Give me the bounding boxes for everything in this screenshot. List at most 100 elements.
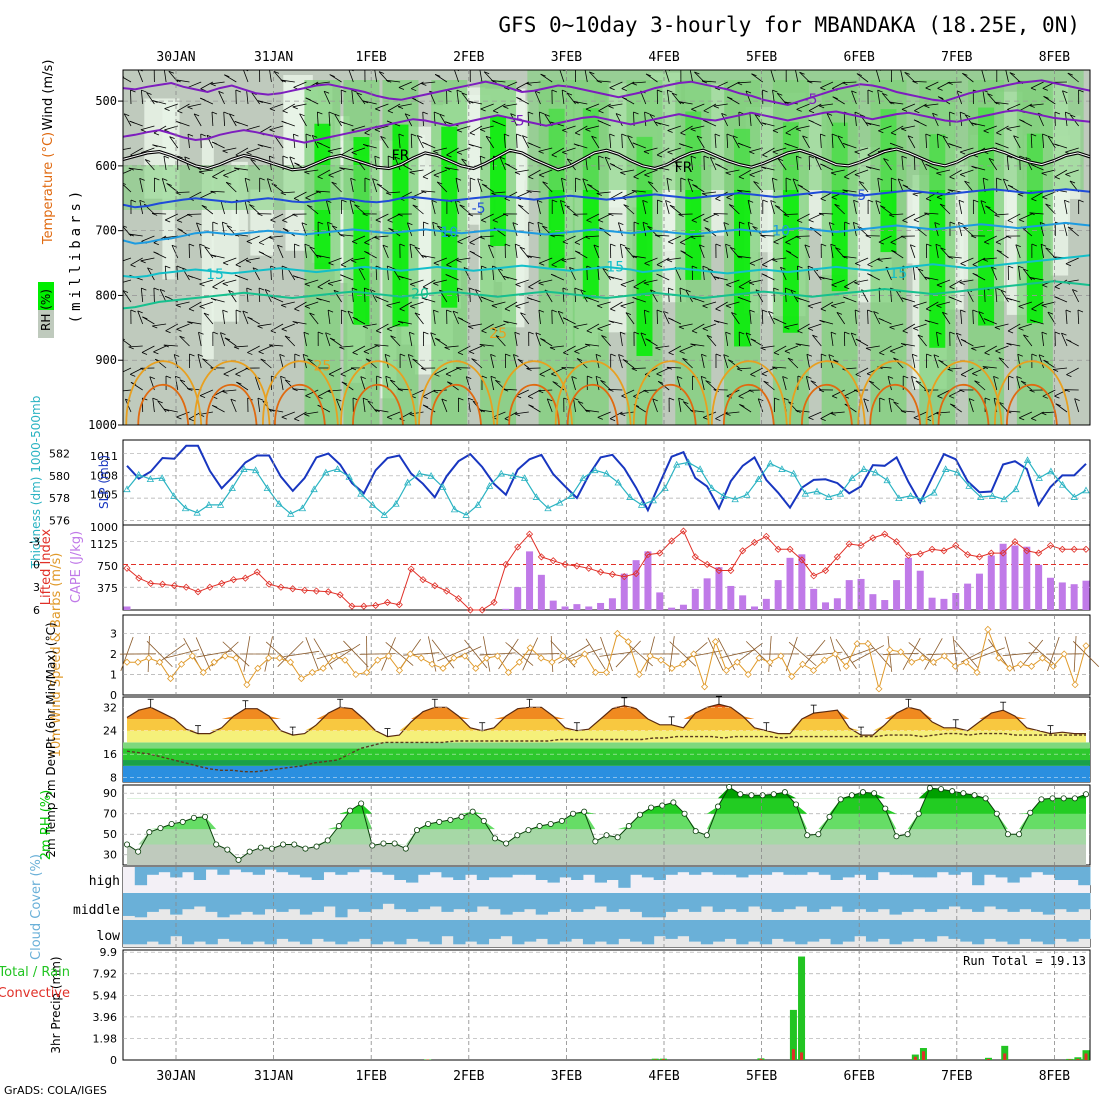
rh2m-point <box>838 797 843 802</box>
cloud-bar <box>878 893 890 909</box>
pressure-tick-label: 700 <box>95 224 117 238</box>
cloud-bar <box>359 867 371 870</box>
wind-tick-label: 0 <box>110 689 117 702</box>
cloud-bar <box>583 867 595 875</box>
rh2m-point <box>771 792 776 797</box>
cloud-bar <box>960 920 972 942</box>
cape-bar <box>124 606 131 610</box>
top-day-label: 6FEB <box>844 50 875 65</box>
cape-bar <box>751 606 758 610</box>
rh2m-point <box>515 833 520 838</box>
cloud-bar <box>925 920 937 942</box>
cloud-bar <box>512 920 524 944</box>
cloud-bar <box>453 893 465 909</box>
cape-bar <box>858 579 865 610</box>
cloud-bar <box>595 920 607 942</box>
cloud-bar <box>1043 920 1055 944</box>
cape-bar <box>988 555 995 610</box>
profile-legend-wind: Wind (m/s) <box>41 60 56 131</box>
cloud-bar <box>300 893 312 915</box>
cloud-bar <box>182 893 194 909</box>
cloud-bar <box>1055 920 1067 939</box>
cloud-bar <box>465 920 477 942</box>
rh2m-point <box>191 815 196 820</box>
cloud-bar <box>217 893 229 917</box>
cloud-bar <box>430 893 442 907</box>
cape-bar <box>1011 546 1018 610</box>
rh2m-point <box>202 814 207 819</box>
cloud-bar <box>418 867 430 875</box>
wind-barb-flag <box>117 392 122 394</box>
rh2m-point <box>704 833 709 838</box>
cloud-bar <box>536 867 548 880</box>
cloud-bar <box>253 867 265 875</box>
cape-bar <box>940 599 947 610</box>
cloud-bar <box>724 920 736 939</box>
temp-tick-label: 24 <box>103 725 117 738</box>
precip-tick-label: 7.92 <box>93 968 118 981</box>
cloud-bar <box>276 920 288 939</box>
cloud-bar <box>536 920 548 939</box>
cloud-bar <box>948 867 960 875</box>
cloud-bar <box>1031 867 1043 872</box>
cape-bar <box>976 574 983 610</box>
precip-tick-label: 0 <box>110 1054 117 1067</box>
precip-convective-bar <box>1085 1053 1088 1060</box>
cloud-bar <box>618 893 630 909</box>
cloud-bar <box>406 867 418 883</box>
rh2m-point <box>336 823 341 828</box>
cloud-bar <box>1007 893 1019 912</box>
isotherm-label: 15 <box>206 267 224 283</box>
cloud-bar <box>465 893 477 912</box>
precip-convective-bar <box>987 1059 990 1060</box>
cloud-bar <box>866 867 878 880</box>
cloud-bar <box>1066 920 1078 942</box>
cloud-bar <box>123 893 135 916</box>
top-day-labels: 30JAN 31JAN 1FEB 2FEB 3FEB 4FEB 5FEB 6FEB 7FEB 8F… <box>156 50 1070 65</box>
cloud-bar <box>984 893 996 907</box>
rh2m-point <box>682 811 687 816</box>
rh2m-point <box>983 796 988 801</box>
precip-tick-label: 1.98 <box>93 1032 118 1045</box>
profile-panel: -5-5FRFR-5-510 1015 15 15202525 50060070080… <box>38 60 1090 432</box>
precip-tick-label: 9.9 <box>100 946 118 959</box>
cloud-bar <box>288 920 300 942</box>
cape-bar <box>514 587 521 610</box>
cloud-bar <box>948 893 960 907</box>
cloud-bar <box>937 893 949 909</box>
rh2m-point <box>782 790 787 795</box>
cloud-bar <box>135 867 147 885</box>
rh2m-point <box>1039 797 1044 802</box>
rh2m-point <box>225 847 230 852</box>
cloud-bar <box>748 893 760 907</box>
wind-barb-flag <box>118 284 123 286</box>
cloud-bar <box>1043 893 1055 915</box>
rh2m-point <box>136 849 141 854</box>
cloud-bar <box>1019 893 1031 909</box>
precip-convective-bar <box>922 1051 925 1060</box>
cloud-bar <box>772 867 784 872</box>
rh2m-point <box>492 836 497 841</box>
cloud-bar <box>819 867 831 875</box>
pressure-tick-label: 500 <box>95 94 117 108</box>
cape-bar <box>704 578 711 610</box>
rh2m-point <box>649 805 654 810</box>
cloud-bar <box>335 920 347 944</box>
precip-convective-bar <box>914 1057 917 1060</box>
cape-bar <box>1023 547 1030 610</box>
cloud-bar <box>147 867 159 875</box>
rh2m-point <box>693 829 698 834</box>
cloud-bar <box>253 893 265 915</box>
rh2m-point <box>849 793 854 798</box>
cloud-bar <box>359 920 371 939</box>
rh2m-point <box>180 819 185 824</box>
cloud-bar <box>382 920 394 942</box>
cloud-bar <box>854 893 866 909</box>
temp-band <box>123 742 1090 748</box>
rh2m-point <box>994 811 999 816</box>
rh-tick-label: 50 <box>103 828 117 841</box>
cloud-bar <box>642 920 654 944</box>
isotherm-label: 15 <box>606 259 624 275</box>
cloud-bar <box>441 893 453 912</box>
cloud-bar <box>335 893 347 917</box>
